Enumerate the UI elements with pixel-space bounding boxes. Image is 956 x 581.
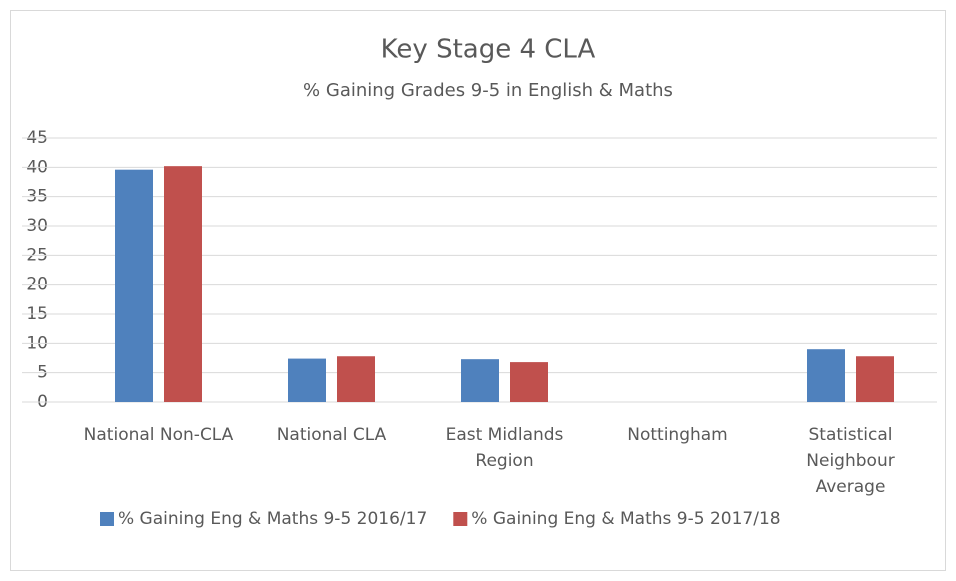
chart-subtitle: % Gaining Grades 9-5 in English & Maths [303,80,673,101]
bar [856,356,894,402]
bar [337,356,375,402]
bar [807,349,845,402]
bar [288,358,326,402]
bar [164,166,202,402]
legend-swatch [100,512,114,526]
legend-label: % Gaining Eng & Maths 9-5 2017/18 [471,509,780,529]
bar [461,359,499,402]
x-tick-label: Statistical Neighbour Average [806,425,895,497]
bar [115,169,153,402]
x-tick-label: East Midlands Region [445,425,564,471]
legend-swatch [453,512,468,526]
legend-label: % Gaining Eng & Maths 9-5 2016/17 [118,509,427,529]
chart-title: Key Stage 4 CLA [381,35,596,65]
x-tick-label: Nottingham [627,425,728,445]
x-tick-label: National Non-CLA [83,425,234,445]
bar [510,362,548,402]
x-tick-label: National CLA [276,425,387,445]
